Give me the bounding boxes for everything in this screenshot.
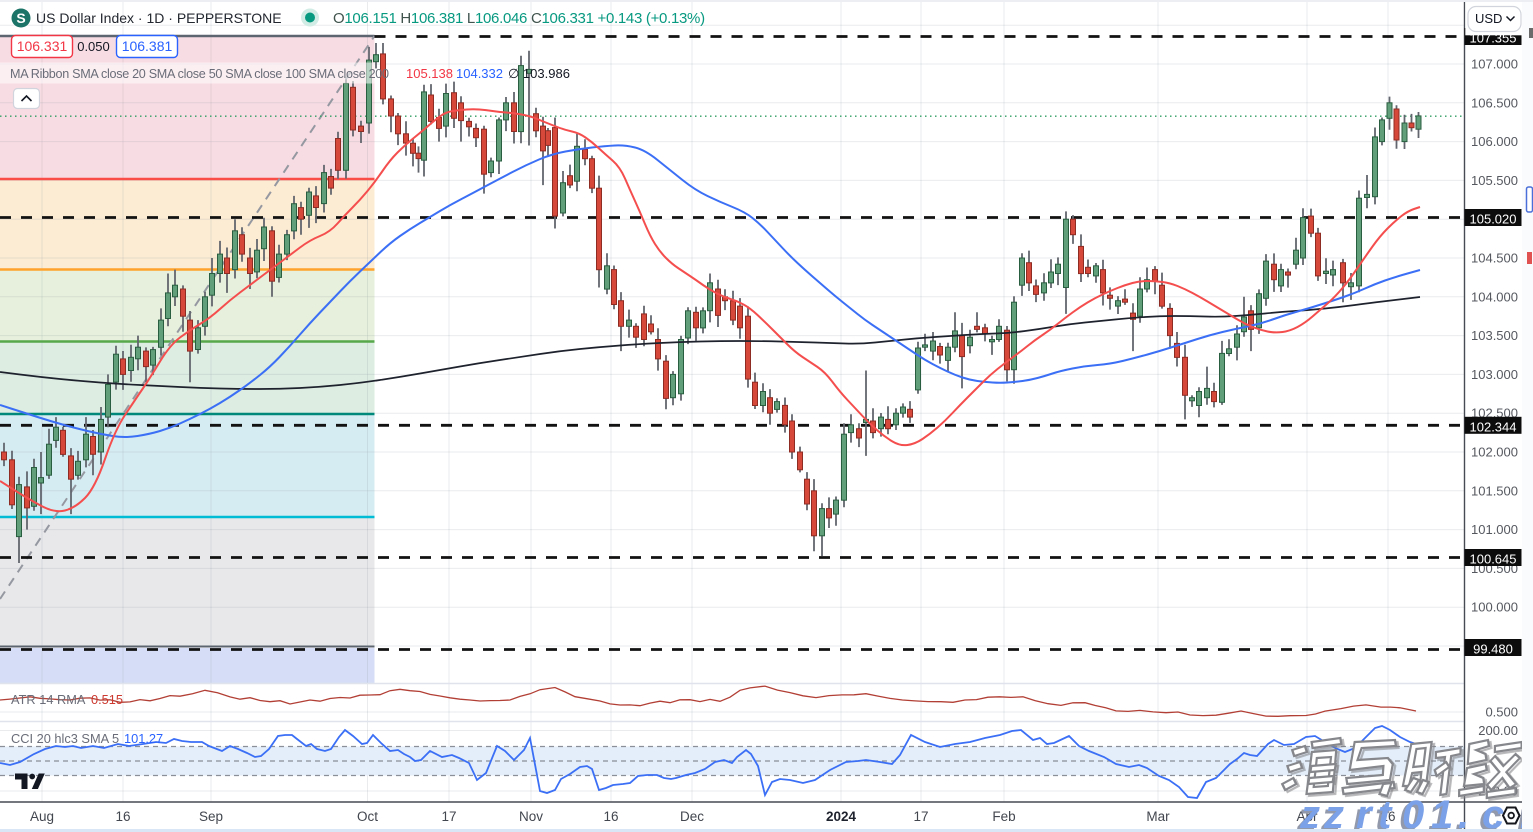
svg-text:1: 1 <box>1431 793 1453 832</box>
svg-text:1: 1 <box>1428 796 1450 832</box>
svg-text:101.27: 101.27 <box>124 731 163 746</box>
svg-text:107.000: 107.000 <box>1471 57 1518 72</box>
svg-text:z: z <box>1320 796 1341 832</box>
svg-text:103.500: 103.500 <box>1471 328 1518 343</box>
svg-text:O106.151 H106.381 L106.046 C10: O106.151 H106.381 L106.046 C106.331 +0.1… <box>333 10 705 27</box>
svg-text:t: t <box>1378 793 1393 832</box>
svg-text:z: z <box>1296 796 1317 832</box>
svg-text:101.000: 101.000 <box>1471 522 1518 537</box>
svg-text:106.381: 106.381 <box>122 38 173 54</box>
svg-text:200.00: 200.00 <box>1478 723 1518 738</box>
svg-text:106.000: 106.000 <box>1471 134 1518 149</box>
svg-text:∅ 103.986: ∅ 103.986 <box>508 66 570 81</box>
svg-text:r: r <box>1353 796 1371 832</box>
svg-text:105.500: 105.500 <box>1471 173 1518 188</box>
svg-text:.: . <box>1458 793 1469 832</box>
svg-text:z: z <box>1323 793 1344 832</box>
svg-text:c: c <box>1479 796 1501 832</box>
svg-text:0: 0 <box>1402 793 1424 832</box>
svg-text:Nov: Nov <box>519 809 543 824</box>
svg-text:Sep: Sep <box>199 809 223 824</box>
svg-text:Feb: Feb <box>992 809 1015 824</box>
svg-text:17: 17 <box>913 809 928 824</box>
svg-text:105.138: 105.138 <box>406 66 453 81</box>
svg-text:.: . <box>1455 796 1466 832</box>
svg-text:100.000: 100.000 <box>1471 600 1518 615</box>
svg-text:16: 16 <box>603 809 618 824</box>
svg-text:Oct: Oct <box>357 809 378 824</box>
svg-text:Dec: Dec <box>680 809 704 824</box>
svg-text:2024: 2024 <box>826 809 857 824</box>
svg-text:101.500: 101.500 <box>1471 483 1518 498</box>
svg-text:Apr: Apr <box>1296 809 1318 824</box>
svg-text:MA Ribbon SMA close 20 SMA clo: MA Ribbon SMA close 20 SMA close 50 SMA … <box>10 67 389 81</box>
svg-text:t: t <box>1375 796 1390 832</box>
svg-text:r: r <box>1356 793 1374 832</box>
svg-text:0.515: 0.515 <box>91 692 123 707</box>
svg-text:102.344: 102.344 <box>1470 420 1517 435</box>
svg-text:106.331: 106.331 <box>17 38 68 54</box>
svg-text:Aug: Aug <box>30 809 54 824</box>
svg-text:99.480: 99.480 <box>1473 642 1513 657</box>
svg-text:CCI 20 hlc3 SMA 5: CCI 20 hlc3 SMA 5 <box>11 731 119 746</box>
svg-text:103.000: 103.000 <box>1471 367 1518 382</box>
svg-text:USD: USD <box>1475 11 1502 26</box>
svg-text:17: 17 <box>441 809 456 824</box>
svg-text:0.500: 0.500 <box>1485 705 1518 720</box>
svg-text:z: z <box>1299 793 1320 832</box>
svg-text:Mar: Mar <box>1146 809 1170 824</box>
svg-text:0: 0 <box>1399 796 1421 832</box>
svg-text:0.050: 0.050 <box>77 39 110 54</box>
svg-text:ATR 14 RMA: ATR 14 RMA <box>11 692 86 707</box>
svg-text:102.000: 102.000 <box>1471 445 1518 460</box>
svg-text:104.000: 104.000 <box>1471 289 1518 304</box>
svg-text:c: c <box>1482 793 1504 832</box>
svg-text:US Dollar Index · 1D · PEPPERS: US Dollar Index · 1D · PEPPERSTONE <box>36 10 282 26</box>
svg-text:104.500: 104.500 <box>1471 251 1518 266</box>
svg-text:100.645: 100.645 <box>1470 552 1517 567</box>
svg-text:104.332: 104.332 <box>456 66 503 81</box>
svg-text:106.500: 106.500 <box>1471 95 1518 110</box>
svg-text:S: S <box>16 10 25 26</box>
svg-text:16: 16 <box>1380 809 1395 824</box>
svg-text:16: 16 <box>115 809 130 824</box>
svg-text:105.020: 105.020 <box>1470 212 1517 227</box>
